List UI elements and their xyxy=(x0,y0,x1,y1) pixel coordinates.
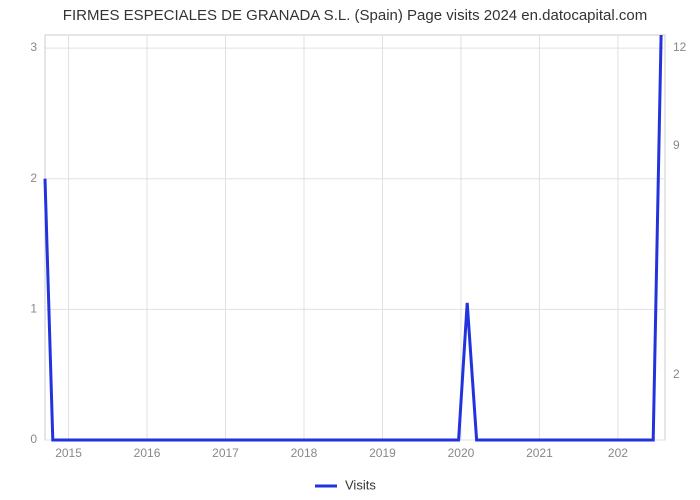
y-right-tick-label: 2 xyxy=(673,367,680,381)
y-left-tick-label: 0 xyxy=(30,432,37,446)
x-tick-label: 2020 xyxy=(448,446,475,460)
x-tick-label: 2015 xyxy=(55,446,82,460)
chart-background xyxy=(0,0,700,500)
x-tick-label: 2018 xyxy=(291,446,318,460)
y-left-tick-label: 2 xyxy=(30,171,37,185)
x-tick-label: 2017 xyxy=(212,446,239,460)
x-tick-label: 2021 xyxy=(526,446,553,460)
x-tick-label: 2019 xyxy=(369,446,396,460)
x-tick-label: 202 xyxy=(608,446,628,460)
y-left-tick-label: 3 xyxy=(30,40,37,54)
chart-title: FIRMES ESPECIALES DE GRANADA S.L. (Spain… xyxy=(63,7,647,24)
y-right-tick-label: 9 xyxy=(673,138,680,152)
y-left-tick-label: 1 xyxy=(30,302,37,316)
legend-label: Visits xyxy=(345,477,376,492)
x-tick-label: 2016 xyxy=(134,446,161,460)
y-right-tick-label: 12 xyxy=(673,40,687,54)
visits-line-chart: 012329122015201620172018201920202021202F… xyxy=(0,0,700,500)
